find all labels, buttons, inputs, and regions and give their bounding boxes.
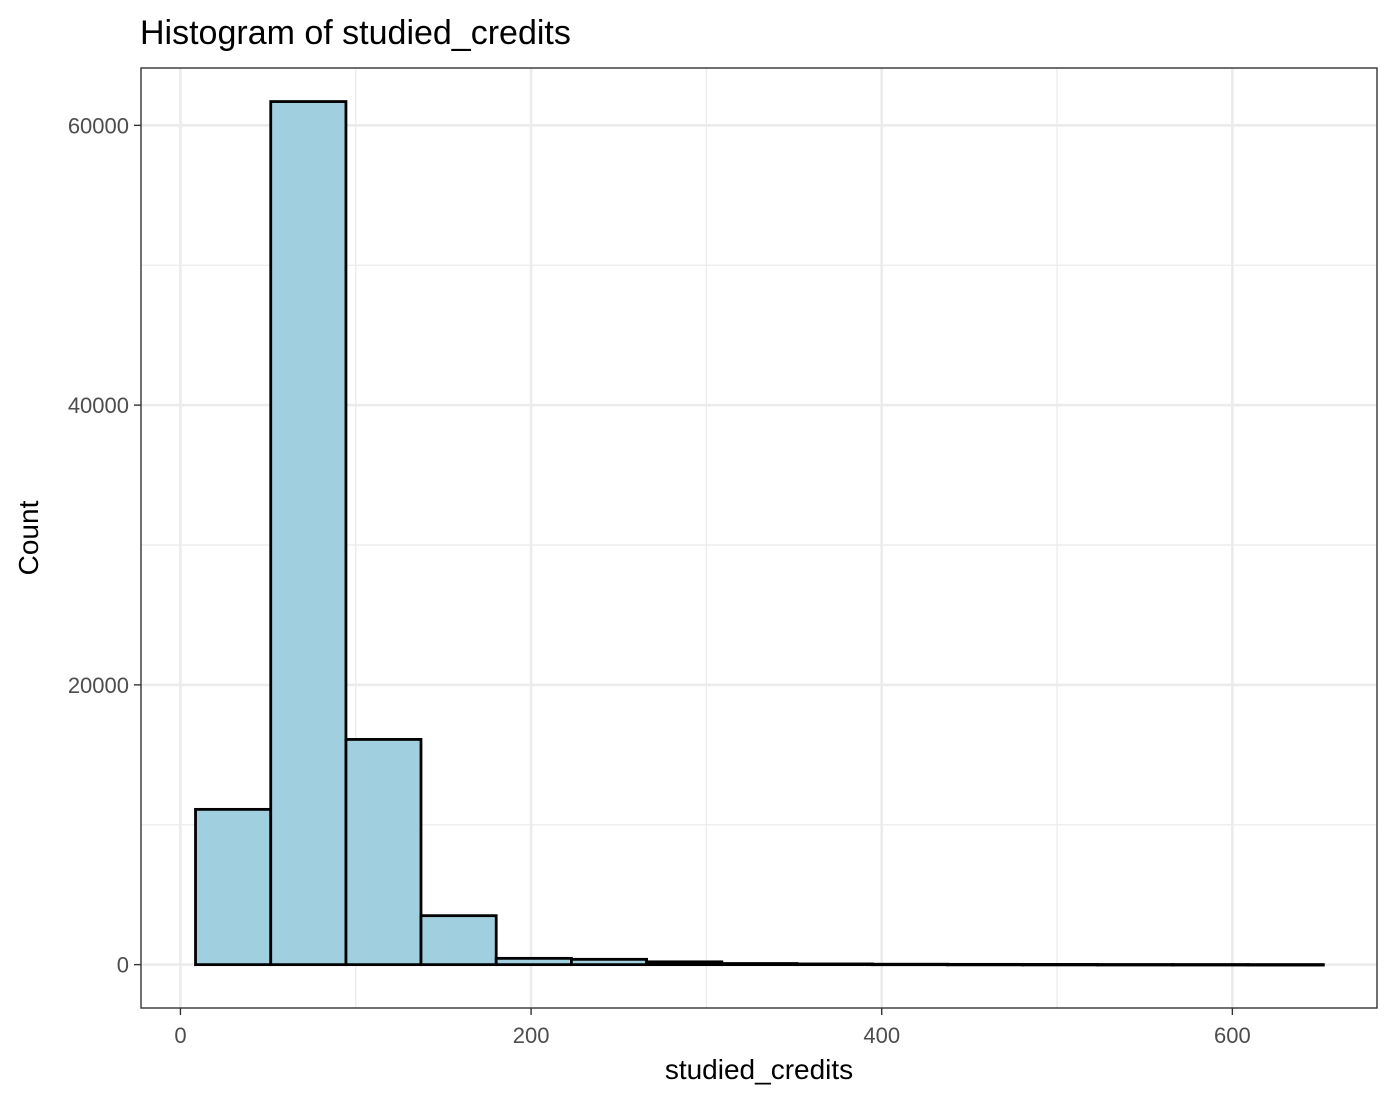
histogram-bar: [1021, 963, 1100, 967]
histogram-bar: [269, 100, 348, 967]
y-tick-label: 60000: [68, 113, 129, 138]
y-axis-title: Count: [13, 500, 44, 575]
histogram-bar: [344, 738, 423, 967]
y-tick-label: 40000: [68, 393, 129, 418]
x-tick-label: 0: [174, 1023, 186, 1048]
histogram-bar: [946, 962, 1025, 967]
chart-title: Histogram of studied_credits: [140, 14, 571, 52]
x-tick-label: 400: [863, 1023, 900, 1048]
x-tick-label: 600: [1214, 1023, 1251, 1048]
histogram-bar: [570, 957, 649, 967]
panel-border: [140, 67, 1378, 1009]
histogram-bar: [419, 914, 498, 967]
histogram-bar: [1096, 963, 1175, 967]
histogram-bar: [1246, 963, 1325, 967]
histogram-bar: [194, 807, 273, 967]
histogram-bar: [1171, 963, 1250, 967]
histogram-bar: [795, 962, 874, 967]
x-tick-label: 200: [513, 1023, 550, 1048]
histogram-bar: [720, 962, 799, 967]
y-tick-label: 20000: [68, 673, 129, 698]
axis-ticks: 0 200 400 600 0 20000 40000 60000: [68, 113, 1251, 1048]
histogram-bar: [870, 962, 949, 967]
histogram-bar: [645, 960, 724, 967]
x-axis-title: studied_credits: [665, 1054, 853, 1085]
histogram-bars: [194, 100, 1325, 967]
histogram-bar: [494, 956, 573, 967]
y-tick-label: 0: [117, 953, 129, 978]
